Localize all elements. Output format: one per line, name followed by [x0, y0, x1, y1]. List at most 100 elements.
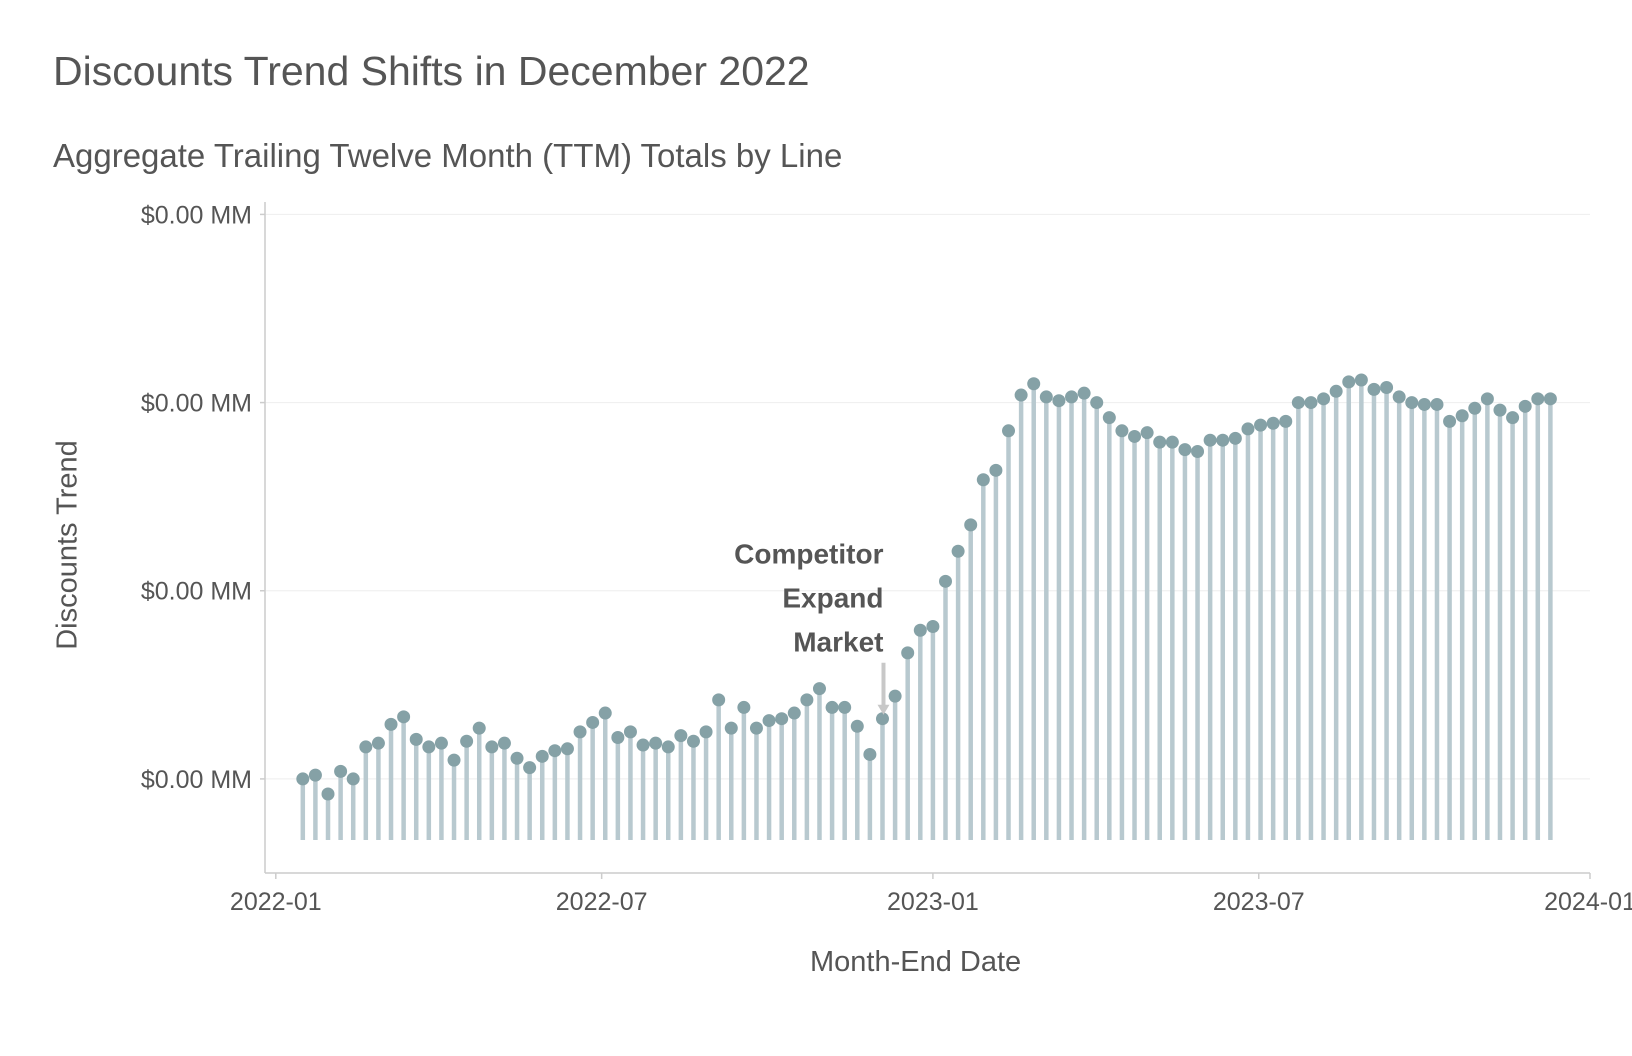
- data-point: [926, 619, 940, 633]
- data-point: [1014, 388, 1028, 402]
- data-point: [1090, 396, 1104, 410]
- chart-subtitle: Aggregate Trailing Twelve Month (TTM) To…: [53, 137, 843, 174]
- data-point: [623, 725, 637, 739]
- data-point: [321, 787, 335, 801]
- data-point: [800, 693, 814, 707]
- data-point: [1039, 390, 1053, 404]
- data-point: [1052, 394, 1066, 408]
- data-point: [1115, 424, 1129, 438]
- data-point: [1291, 396, 1305, 410]
- data-point: [1140, 426, 1154, 440]
- data-point: [712, 693, 726, 707]
- x-tick-label: 2024-01: [1544, 888, 1632, 916]
- data-point: [346, 772, 360, 786]
- y-tick-label: $0.00 MM: [141, 201, 252, 229]
- y-tick-label: $0.00 MM: [141, 766, 252, 794]
- data-point: [1279, 414, 1293, 428]
- data-point: [1203, 433, 1217, 447]
- data-point: [1329, 384, 1343, 398]
- annotation-arrow-head: [877, 704, 890, 715]
- data-point: [661, 740, 675, 754]
- data-point: [737, 700, 751, 714]
- x-axis-label: Month-End Date: [810, 946, 1022, 978]
- data-point: [384, 717, 398, 731]
- data-point: [434, 736, 448, 750]
- annotation-text-line: Expand: [782, 583, 883, 614]
- data-point: [1506, 411, 1520, 425]
- x-tick-label: 2023-07: [1213, 888, 1305, 916]
- y-tick-label: $0.00 MM: [141, 578, 252, 606]
- data-point: [510, 751, 524, 765]
- x-tick-label: 2022-07: [556, 888, 648, 916]
- y-tick-label: $0.00 MM: [141, 390, 252, 418]
- data-point: [1317, 392, 1331, 406]
- annotation-text-line: Competitor: [734, 539, 883, 570]
- data-point: [976, 473, 990, 487]
- data-point: [1518, 399, 1532, 413]
- x-tick-label: 2023-01: [887, 888, 979, 916]
- data-point: [1304, 396, 1318, 410]
- data-point: [409, 732, 423, 746]
- annotation-text-line: Market: [793, 627, 883, 658]
- data-point: [497, 736, 511, 750]
- data-point: [724, 721, 738, 735]
- data-point: [1367, 382, 1381, 396]
- data-point: [636, 738, 650, 752]
- data-point: [535, 749, 549, 763]
- data-point: [1002, 424, 1016, 438]
- data-point: [875, 712, 889, 726]
- data-point: [964, 518, 978, 532]
- data-point: [1405, 396, 1419, 410]
- data-point: [850, 719, 864, 733]
- data-point: [1443, 414, 1457, 428]
- data-point: [1102, 411, 1116, 425]
- data-point: [334, 764, 348, 778]
- data-point: [1254, 418, 1268, 432]
- data-point: [1354, 373, 1368, 387]
- data-point: [1417, 397, 1431, 411]
- data-point: [1455, 409, 1469, 423]
- data-point: [485, 740, 499, 754]
- data-point: [560, 742, 574, 756]
- data-point: [1216, 433, 1230, 447]
- data-point: [1191, 445, 1205, 459]
- x-tick-label: 2022-01: [230, 888, 322, 916]
- data-point: [1128, 429, 1142, 443]
- data-point: [888, 689, 902, 703]
- data-point: [1468, 401, 1482, 415]
- data-point: [573, 725, 587, 739]
- data-point: [901, 646, 915, 660]
- data-point: [1266, 416, 1280, 430]
- data-point: [775, 712, 789, 726]
- data-point: [296, 772, 310, 786]
- data-point: [749, 721, 763, 735]
- data-point: [598, 706, 612, 720]
- data-point: [359, 740, 373, 754]
- data-point: [460, 734, 474, 748]
- data-point: [1165, 435, 1179, 449]
- data-point: [762, 714, 776, 728]
- data-point: [1065, 390, 1079, 404]
- data-point: [1027, 377, 1041, 391]
- data-point: [913, 623, 927, 637]
- data-point: [1480, 392, 1494, 406]
- data-point: [699, 725, 713, 739]
- data-point: [586, 715, 600, 729]
- data-point: [472, 721, 486, 735]
- data-point: [1493, 403, 1507, 417]
- data-point: [422, 740, 436, 754]
- data-point: [939, 574, 953, 588]
- data-point: [548, 744, 562, 758]
- data-point: [1178, 443, 1192, 457]
- data-point: [812, 682, 826, 696]
- data-point: [308, 768, 322, 782]
- data-point: [397, 710, 411, 724]
- data-point: [1430, 397, 1444, 411]
- data-point: [1392, 390, 1406, 404]
- data-point: [674, 729, 688, 743]
- data-point: [371, 736, 385, 750]
- data-point: [863, 747, 877, 761]
- data-point: [523, 761, 537, 775]
- data-point: [649, 736, 663, 750]
